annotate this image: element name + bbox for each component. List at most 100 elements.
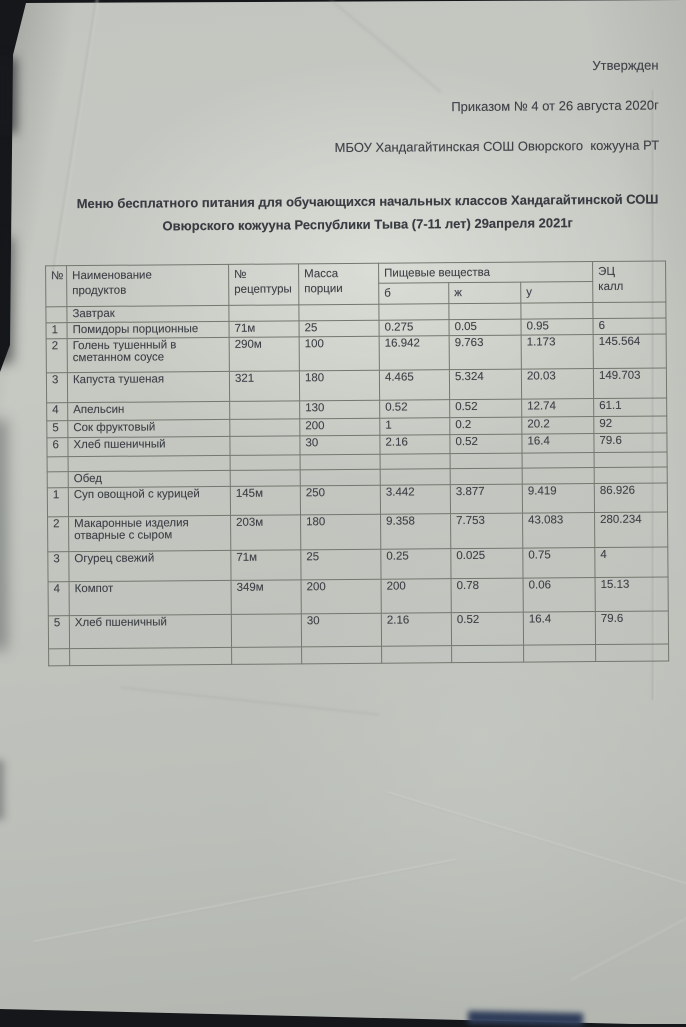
col-header-nutrients-group: Пищевые вещества [378,261,593,284]
cell-no [47,456,69,472]
cell-no: 6 [46,437,69,457]
cell-recipe: 349м [231,579,302,615]
cell-u: 16.4 [523,611,596,646]
cell-zh [450,468,523,485]
col-header-name: Наименование продуктов [66,264,229,307]
cell-no: 4 [46,402,68,421]
cell-mass: 100 [299,336,380,371]
menu-row: 4 Компот 349м 200 200 0.78 0.06 15.13 [48,576,669,616]
cell-no: 1 [46,322,68,339]
cell-mass [301,646,382,664]
cell-recipe: 290м [229,336,300,372]
cell-recipe: 71м [230,549,302,581]
menu-table-header: № Наименование продуктов № рецептуры Мас… [45,260,666,307]
cell-name: Сок фруктовый [67,419,230,438]
cell-zh [451,645,524,663]
menu-table-body: Завтрак 1 Помидоры порционные 71м 25 0.275 0.0… [45,301,669,666]
cell-kcal: 92 [593,415,667,434]
cell-recipe: 145м [230,485,301,516]
cell-kcal: 79.6 [593,432,668,453]
menu-row: 2 Макаронные изделия отварные с сыром 203м… [47,511,668,552]
col-header-energy: ЭЦ калл [592,260,666,303]
cell-recipe [229,418,300,437]
cell-no: 2 [46,338,68,373]
cell-mass: 130 [299,400,380,419]
approval-line-1: Утвержден [592,57,659,74]
cell-mass: 25 [298,320,380,337]
cell-recipe [231,646,302,665]
approval-block: Утвержден Приказом № 4 от 26 августа 2020… [334,46,660,169]
cell-u [522,452,595,469]
cell-name: Огурец свежий [68,550,232,582]
cell-name [68,455,231,472]
cell-u: 16.4 [521,433,595,454]
cell-kcal: 6 [593,317,667,335]
spacer-row [48,643,669,666]
cell-mass: 25 [300,549,382,580]
cell-no [47,471,69,488]
cell-u: 0.75 [522,547,596,579]
cell-kcal: 280.234 [594,511,668,548]
cell-name: Макаронные изделия отварные с сыром [68,515,231,552]
cell-zh [450,453,523,469]
cell-b: 16.942 [379,335,450,371]
menu-table: № Наименование продуктов № рецептуры Мас… [45,260,669,666]
cell-kcal: 149.703 [593,367,667,399]
cell-zh: 3.877 [450,484,523,514]
cell-kcal: 79.6 [595,610,669,645]
cell-kcal: 145.564 [593,333,667,369]
cell-mass: 180 [299,370,380,401]
cell-kcal [594,466,668,484]
cell-name: Капуста тушеная [67,371,230,403]
cell-kcal [592,301,667,319]
cell-no: 4 [48,581,70,616]
approval-line-3: МБОУ Хандагайтинская СОШ Овюрского кожуу… [334,137,660,156]
col-header-no: № [45,265,67,307]
cell-name: Апельсин [67,401,230,421]
cell-no: 5 [48,615,70,649]
cell-u: 20.03 [521,368,594,400]
cell-no [48,648,70,666]
cell-u: 0.95 [520,318,594,336]
cell-zh: 0.52 [449,434,523,454]
cell-kcal [595,643,669,662]
menu-row: 3 Огурец свежий 71м 25 0.25 0.025 0.75 4 [47,546,669,582]
document-title: Меню бесплатного питания для обучающихся… [63,187,671,238]
cell-u: 9.419 [522,483,595,514]
cell-b: 1 [379,417,450,436]
cell-kcal: 61.1 [593,397,667,417]
menu-row: 2 Голень тушенный в сметанном соусе 290м 10… [46,333,667,373]
cell-no: 3 [47,551,70,582]
cell-no: 2 [47,516,69,552]
menu-row: 5 Хлеб пшеничный 30 2.16 0.52 16.4 79.6 [48,610,669,649]
cell-mass [300,469,381,486]
cell-recipe [230,469,301,487]
cell-zh: 0.025 [450,548,524,579]
cell-b: 9.358 [380,513,451,550]
cell-name: Компот [69,580,232,616]
cell-recipe [229,435,301,456]
cell-mass: 180 [300,514,381,550]
approval-line-2: Приказом № 4 от 26 августа 2020г [451,97,659,115]
cell-u: 1.173 [521,334,594,370]
cell-b: 2.16 [379,434,451,455]
cell-u [523,644,596,663]
cell-b [378,303,449,321]
cell-zh: 0.78 [451,578,524,613]
cell-b: 4.465 [379,369,450,401]
cell-mass: 30 [299,435,381,455]
cell-u [522,467,595,485]
cell-kcal: 15.13 [595,576,669,612]
cell-name: Суп овощной с курицей [68,486,231,517]
cell-name [69,647,232,666]
cell-recipe [230,454,301,471]
cell-b [380,453,451,470]
cell-recipe [228,304,299,322]
cell-zh: 0.52 [449,399,522,418]
col-header-carbs: у [520,281,593,304]
cell-b: 2.16 [381,612,452,647]
cell-b: 3.442 [380,484,451,515]
cell-name: Хлеб пшеничный [69,614,232,649]
cell-zh: 7.753 [450,513,523,549]
cell-kcal [594,451,668,468]
